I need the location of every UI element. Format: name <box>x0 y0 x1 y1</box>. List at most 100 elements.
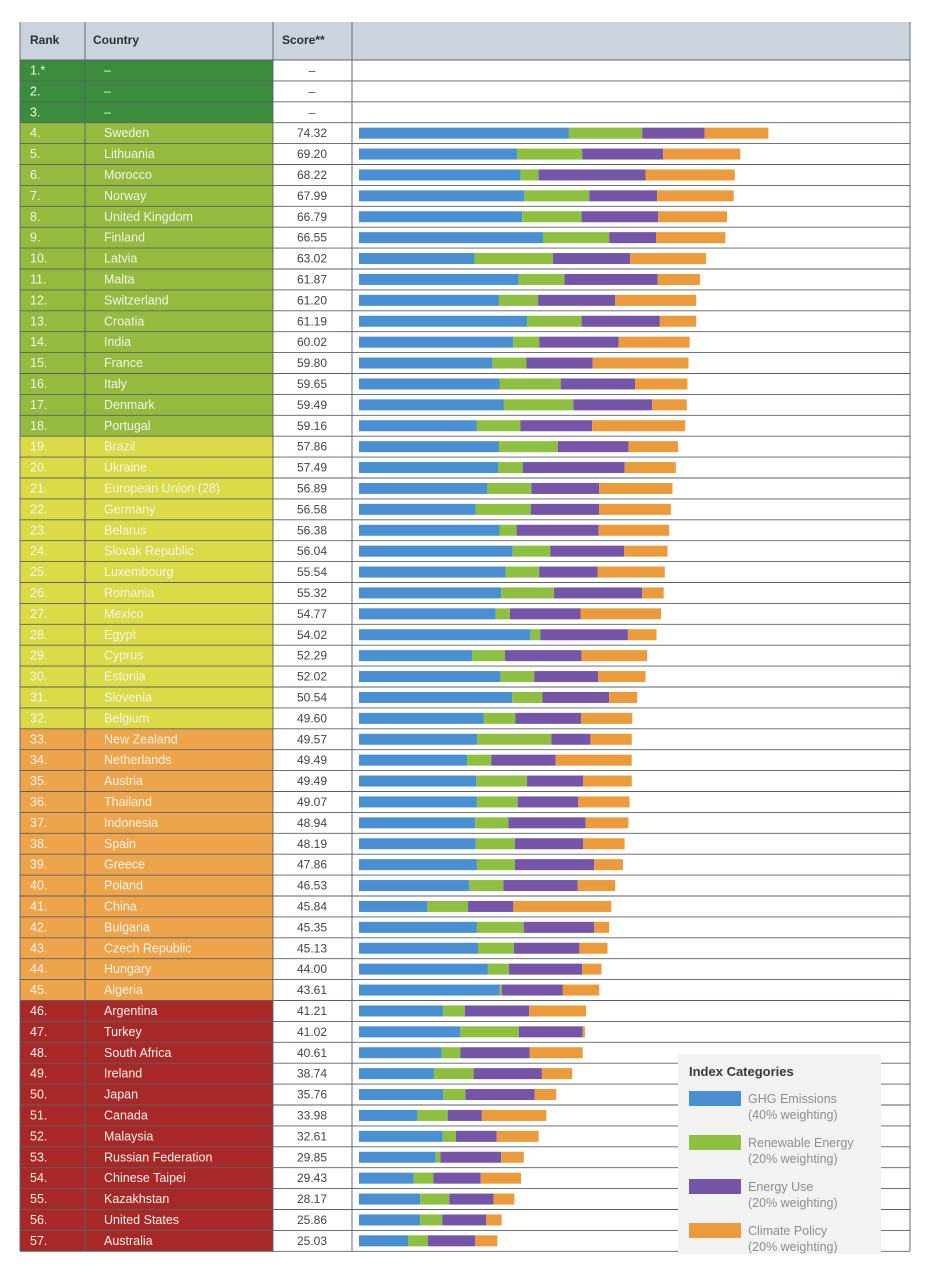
legend-item-weight: (20% weighting) <box>748 1152 838 1166</box>
row-tier-background <box>20 185 273 207</box>
row-tier-background <box>20 1125 273 1147</box>
table-row: 21. European Union (28) 56.89 <box>20 478 673 499</box>
table-rows: 1.* – – 2. – – 3. – – 4. Sweden 74.32 5. Lithuania 69.… <box>19 22 911 1252</box>
bar-segment-renewable-energy <box>498 441 558 453</box>
bar-segment-ghg-emissions <box>359 754 467 766</box>
table-row: 39. Greece 47.86 <box>20 854 623 876</box>
bar-segment-energy-use <box>465 1089 535 1101</box>
country-label: Czech Republic <box>104 941 192 955</box>
country-label: Algeria <box>104 983 143 997</box>
score-value: 66.79 <box>297 210 327 224</box>
table-row: 42. Bulgaria 45.35 <box>20 916 610 938</box>
bar-segment-ghg-emissions <box>359 482 488 494</box>
legend-item-name: GHG Emissions <box>748 1092 837 1106</box>
rank-label: 32. <box>30 711 47 725</box>
table-row: 27. Mexico 54.77 <box>20 603 661 625</box>
bar-segment-renewable-energy <box>568 127 643 139</box>
score-value: 61.20 <box>297 293 327 307</box>
legend-swatch <box>689 1091 741 1106</box>
bar-segment-energy-use <box>550 545 625 557</box>
bar-segment-renewable-energy <box>408 1235 428 1247</box>
score-value: 59.65 <box>297 377 327 391</box>
score-value: 57.86 <box>297 440 327 454</box>
bar-segment-climate-policy <box>480 1172 521 1184</box>
bar-segment-ghg-emissions <box>359 963 488 975</box>
table-row: 55. Kazakhstan 28.17 <box>20 1188 515 1210</box>
bar-segment-ghg-emissions <box>359 691 513 703</box>
score-value: 41.02 <box>297 1025 327 1039</box>
row-tier-background <box>20 478 273 499</box>
country-label: Luxembourg <box>104 565 174 579</box>
bar-segment-renewable-energy <box>476 420 521 432</box>
country-label: – <box>104 105 111 119</box>
bar-segment-ghg-emissions <box>359 1214 421 1226</box>
bar-segment-climate-policy <box>577 880 616 892</box>
score-value: 43.61 <box>297 983 327 997</box>
bar-segment-renewable-energy <box>420 1214 443 1226</box>
bar-segment-energy-use <box>468 900 514 912</box>
bar-segment-renewable-energy <box>474 253 553 265</box>
bar-segment-energy-use <box>539 336 619 348</box>
bar-segment-climate-policy <box>642 587 664 599</box>
country-label: Indonesia <box>104 816 158 830</box>
rank-label: 9. <box>30 231 40 245</box>
bar-segment-renewable-energy <box>487 963 509 975</box>
country-label: Austria <box>104 774 143 788</box>
bar-segment-energy-use <box>515 712 582 724</box>
bar-segment-renewable-energy <box>499 378 561 390</box>
score-value: 59.80 <box>297 356 327 370</box>
country-label: Switzerland <box>104 293 169 307</box>
bar-segment-energy-use <box>527 775 584 787</box>
score-value: 49.49 <box>297 753 327 767</box>
country-label: Poland <box>104 879 143 893</box>
bar-segment-ghg-emissions <box>359 566 506 578</box>
country-label: United States <box>104 1213 179 1227</box>
bar-segment-renewable-energy <box>503 399 574 411</box>
country-label: South Africa <box>104 1046 171 1060</box>
rank-label: 44. <box>30 962 47 976</box>
table-row: 4. Sweden 74.32 <box>20 122 769 144</box>
legend-item-name: Climate Policy <box>748 1224 828 1238</box>
bar-segment-ghg-emissions <box>359 545 513 557</box>
rank-label: 3. <box>30 105 40 119</box>
bar-segment-climate-policy <box>599 503 671 515</box>
table-row: 46. Argentina 41.21 <box>20 1000 587 1022</box>
bar-segment-renewable-energy <box>520 169 539 181</box>
bar-segment-ghg-emissions <box>359 1089 444 1101</box>
table-row: 41. China 45.84 <box>20 896 612 917</box>
legend-item-name: Renewable Energy <box>748 1136 854 1150</box>
bar-segment-renewable-energy <box>443 1005 465 1017</box>
table-row: 38. Spain 48.19 <box>20 833 625 855</box>
rank-label: 1.* <box>30 64 45 78</box>
bar-segment-ghg-emissions <box>359 775 477 787</box>
rank-label: 5. <box>30 147 40 161</box>
bar-segment-climate-policy <box>624 462 676 474</box>
country-label: Canada <box>104 1109 148 1123</box>
bar-segment-energy-use <box>449 1193 494 1205</box>
country-label: Slovak Republic <box>104 544 194 558</box>
score-value: 28.17 <box>297 1192 327 1206</box>
bar-segment-renewable-energy <box>495 608 510 620</box>
table-row: 1.* – – <box>20 60 316 81</box>
row-tier-background <box>20 415 273 437</box>
bar-segment-renewable-energy <box>527 315 582 327</box>
country-label: Greece <box>104 858 145 872</box>
bar-segment-renewable-energy <box>427 900 469 912</box>
rank-label: 57. <box>30 1234 47 1248</box>
row-tier-background <box>20 770 273 792</box>
bar-segment-renewable-energy <box>476 733 552 745</box>
country-label: United Kingdom <box>104 210 193 224</box>
table-row: 25. Luxembourg 55.54 <box>20 561 665 583</box>
bar-segment-renewable-energy <box>512 545 551 557</box>
table-row: 14. India 60.02 <box>20 331 690 353</box>
bar-segment-climate-policy <box>628 441 679 453</box>
row-tier-background <box>20 707 273 729</box>
row-tier-background <box>20 1105 273 1126</box>
rank-label: 53. <box>30 1150 47 1164</box>
bar-segment-energy-use <box>433 1172 481 1184</box>
row-tier-background <box>20 833 273 855</box>
bar-segment-climate-policy <box>615 294 697 306</box>
rank-label: 24. <box>30 544 47 558</box>
bar-segment-renewable-energy <box>518 273 565 285</box>
bar-segment-renewable-energy <box>543 232 610 244</box>
